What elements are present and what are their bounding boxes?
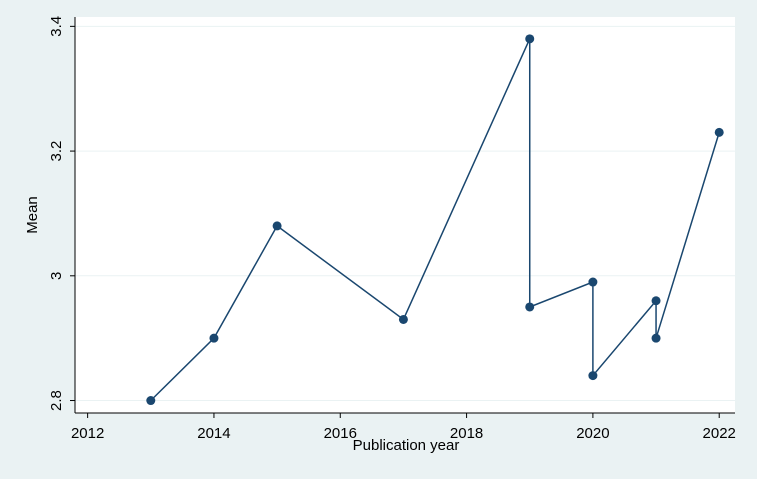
marker	[651, 333, 661, 343]
plot-area	[75, 17, 735, 413]
x-tick-label: 2018	[450, 425, 483, 442]
marker	[209, 333, 219, 343]
marker	[588, 277, 598, 287]
marker	[588, 371, 598, 381]
y-tick-label: 3.2	[48, 141, 65, 162]
y-tick-label: 3	[48, 272, 65, 280]
marker	[651, 296, 661, 306]
x-tick-label: 2022	[703, 425, 736, 442]
marker	[398, 314, 408, 324]
x-axis-title: Publication year	[353, 437, 460, 454]
marker	[272, 221, 282, 231]
x-tick-label: 2020	[576, 425, 609, 442]
marker	[525, 302, 535, 312]
y-tick-label: 2.8	[48, 390, 65, 411]
x-tick-label: 2012	[71, 425, 104, 442]
marker	[525, 34, 535, 44]
x-tick-label: 2016	[324, 425, 357, 442]
x-tick-label: 2014	[197, 425, 230, 442]
y-tick-label: 3.4	[48, 16, 65, 37]
marker	[714, 127, 724, 137]
marker	[146, 396, 156, 406]
y-axis-title: Mean	[24, 196, 41, 234]
